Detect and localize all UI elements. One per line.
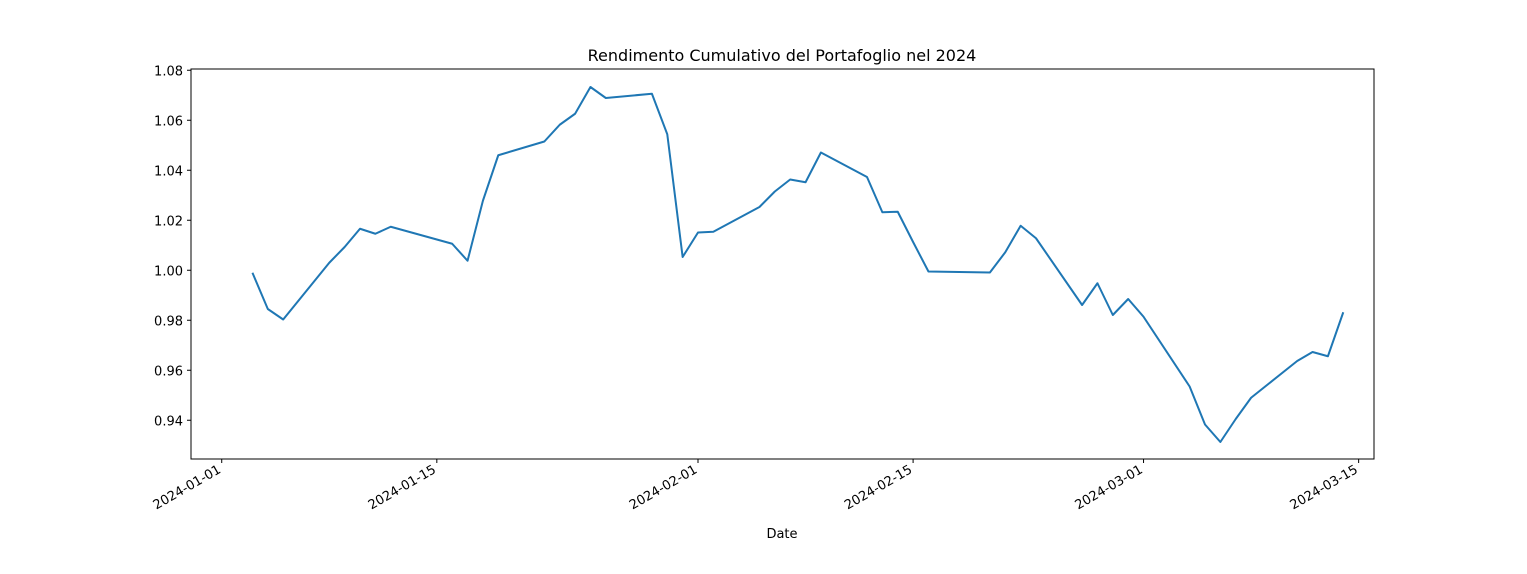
y-tick-label: 0.96 xyxy=(154,364,183,379)
y-tick-label: 0.98 xyxy=(154,314,183,329)
y-tick-label: 1.02 xyxy=(154,214,183,229)
plot-frame xyxy=(190,68,1375,460)
x-axis-label: Date xyxy=(766,527,797,542)
y-tick-label: 1.04 xyxy=(154,164,183,179)
series-line-0 xyxy=(251,86,1345,443)
y-tick-label: 0.94 xyxy=(154,414,183,429)
chart-title: Rendimento Cumulativo del Portafoglio ne… xyxy=(588,46,977,65)
y-tick-label: 1.00 xyxy=(154,264,183,279)
y-tick-label: 1.06 xyxy=(154,114,183,129)
y-tick-label: 1.08 xyxy=(154,64,183,79)
